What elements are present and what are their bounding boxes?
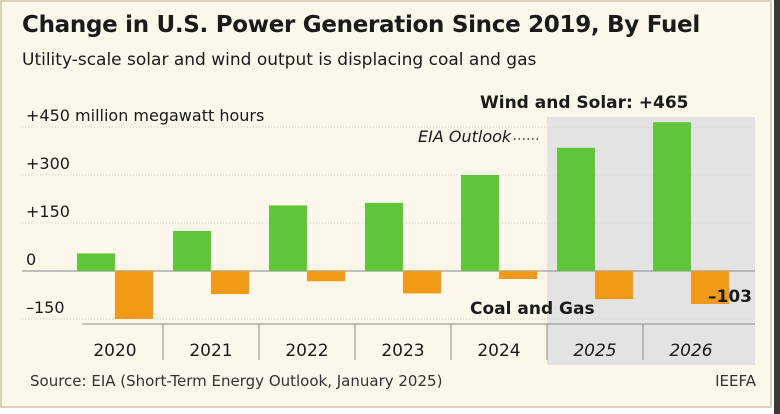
x-tick-label: 2024	[477, 341, 520, 361]
coal-gas-bar	[499, 271, 537, 279]
y-tick-label: +150	[26, 202, 70, 221]
right-edge-bar	[774, 0, 780, 414]
y-tick-label: –150	[26, 298, 65, 317]
wind-solar-bar	[77, 253, 115, 271]
wind-solar-bar	[269, 205, 307, 271]
coal-gas-2026-value-label: –103	[708, 287, 752, 307]
coal-gas-bar	[211, 271, 249, 295]
credit-label: IEEFA	[715, 372, 756, 390]
wind-solar-bar	[461, 175, 499, 271]
chart-subtitle: Utility-scale solar and wind output is d…	[22, 50, 537, 70]
coal-gas-bar	[691, 271, 729, 304]
outlook-annotation: EIA Outlook	[418, 127, 512, 146]
x-tick-label: 2020	[93, 341, 136, 361]
coal-gas-bar	[115, 271, 153, 319]
y-tick-label: +450 million megawatt hours	[26, 106, 264, 125]
wind-solar-bar	[173, 231, 211, 271]
wind-solar-annotation: Wind and Solar: +465	[480, 93, 688, 113]
y-tick-label: 0	[26, 250, 36, 269]
y-tick-label: +300	[26, 154, 70, 173]
x-tick-label: 2022	[285, 341, 328, 361]
coal-gas-bar	[307, 271, 345, 282]
x-tick-label: 2026	[669, 341, 712, 361]
bar-chart: +450 million megawatt hours +300 +150 0 –150…	[22, 93, 755, 365]
chart-title: Change in U.S. Power Generation Since 20…	[22, 12, 700, 38]
wind-solar-bar	[365, 202, 403, 271]
wind-solar-bar	[557, 147, 595, 271]
coal-gas-bar	[595, 271, 633, 300]
x-tick-label: 2021	[189, 341, 232, 361]
coal-gas-annotation: Coal and Gas	[470, 299, 595, 319]
wind-solar-bar	[653, 122, 691, 271]
source-note: Source: EIA (Short-Term Energy Outlook, …	[30, 372, 443, 390]
coal-gas-bar	[403, 271, 441, 294]
x-tick-label: 2025	[573, 341, 616, 361]
x-tick-label: 2023	[381, 341, 424, 361]
